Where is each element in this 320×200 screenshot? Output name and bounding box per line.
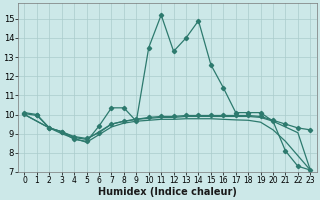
- X-axis label: Humidex (Indice chaleur): Humidex (Indice chaleur): [98, 187, 237, 197]
